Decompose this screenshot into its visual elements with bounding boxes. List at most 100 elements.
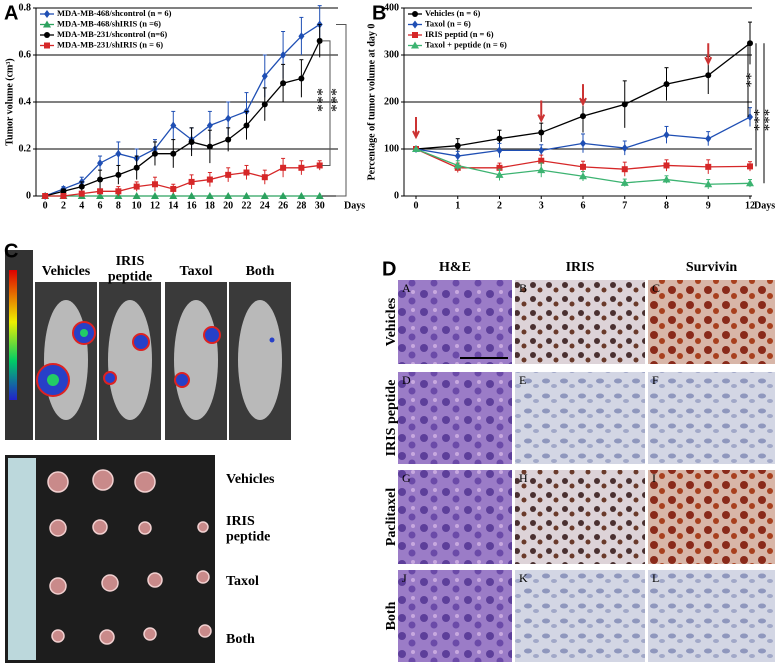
cell-letter: L	[652, 571, 659, 585]
column-header: H&E	[439, 260, 471, 275]
marker	[298, 164, 305, 171]
marker	[243, 122, 250, 129]
x-tick-label: 4	[79, 200, 84, 211]
micrograph	[648, 470, 775, 564]
x-tick-label: 9	[706, 200, 711, 211]
marker	[663, 81, 670, 88]
marker	[44, 42, 50, 49]
marker	[280, 80, 287, 87]
y-tick-label: 0.4	[19, 96, 32, 107]
y-tick-label: 300	[384, 49, 399, 60]
micrograph	[398, 372, 512, 464]
tumor-label: Both	[226, 632, 255, 647]
y-tick-label: 100	[384, 143, 399, 154]
marker	[280, 51, 287, 59]
marker	[78, 183, 85, 190]
photo-label: Vehicles	[42, 264, 91, 279]
cell-letter: J	[402, 571, 407, 585]
column-header: IRIS	[566, 260, 595, 275]
x-tick-label: 30	[315, 200, 325, 211]
significance: **	[743, 73, 759, 88]
micrograph	[515, 280, 645, 364]
marker	[115, 149, 122, 158]
significance: ***	[751, 109, 767, 132]
significance: ***	[329, 88, 346, 112]
y-tick-label: 0	[26, 190, 31, 201]
micrograph	[398, 470, 512, 564]
marker	[170, 150, 177, 157]
marker	[579, 172, 587, 180]
marker	[206, 143, 213, 150]
legend-label: MDA-MB-231/shcontrol (n=6)	[57, 29, 167, 39]
micrograph	[515, 470, 645, 564]
x-tick-label: 6	[98, 200, 103, 211]
series-line	[44, 40, 321, 197]
marker	[538, 129, 545, 136]
marker	[316, 37, 323, 44]
marker	[412, 11, 418, 17]
x-tick-label: 10	[132, 200, 142, 211]
panel-label: A	[4, 2, 18, 24]
marker	[705, 72, 712, 79]
y-tick-label: 0.8	[19, 2, 32, 13]
marker	[315, 192, 324, 199]
x-tick-label: 26	[278, 200, 288, 211]
marker	[705, 163, 712, 170]
marker	[242, 192, 251, 199]
micrograph	[648, 570, 775, 662]
marker	[60, 193, 67, 199]
marker	[170, 185, 177, 192]
tumor-label: Vehicles	[226, 472, 275, 487]
marker	[496, 146, 503, 155]
marker	[298, 32, 305, 41]
x-axis-label: Days	[344, 200, 365, 211]
x-tick-label: 8	[116, 200, 121, 211]
marker	[454, 142, 461, 149]
marker	[453, 161, 462, 169]
row-header: Paclitaxel	[384, 488, 399, 546]
marker	[187, 192, 196, 199]
cell-letter: C	[652, 281, 660, 295]
panel-label: D	[382, 258, 396, 280]
x-tick-label: 2	[61, 200, 66, 211]
marker	[225, 136, 232, 143]
micrograph	[398, 280, 512, 364]
marker	[169, 192, 178, 199]
marker	[412, 20, 418, 29]
x-tick-label: 2	[497, 200, 502, 211]
marker	[261, 72, 268, 81]
cell-letter: D	[402, 373, 411, 387]
marker	[97, 176, 104, 183]
marker	[621, 166, 628, 173]
legend-label: MDA-MB-231/shIRIS (n = 6)	[57, 39, 163, 49]
marker	[115, 171, 122, 178]
y-tick-label: 0.6	[19, 49, 32, 60]
marker	[97, 159, 104, 168]
x-tick-label: 12	[745, 200, 755, 211]
significance: ***	[761, 109, 777, 132]
marker	[261, 101, 268, 108]
marker	[205, 192, 214, 199]
marker	[621, 144, 628, 153]
panel-label: C	[4, 240, 18, 262]
treatment-arrow	[537, 100, 546, 123]
row-header: Both	[384, 601, 399, 630]
marker	[279, 192, 288, 199]
marker	[132, 192, 141, 199]
x-tick-label: 22	[241, 200, 251, 211]
treatment-arrow	[579, 84, 587, 107]
legend-label: Vehicles (n = 6)	[425, 8, 480, 18]
marker	[225, 114, 232, 123]
marker	[261, 174, 268, 181]
marker	[96, 192, 105, 199]
micrograph	[398, 570, 512, 662]
cell-letter: A	[402, 281, 411, 295]
tumor-label: IRIS peptide	[226, 514, 270, 544]
marker	[412, 145, 420, 152]
marker	[170, 121, 177, 130]
series-line	[44, 23, 321, 197]
cell-letter: G	[402, 471, 411, 485]
marker	[620, 178, 629, 186]
y-tick-label: 0	[394, 190, 399, 201]
